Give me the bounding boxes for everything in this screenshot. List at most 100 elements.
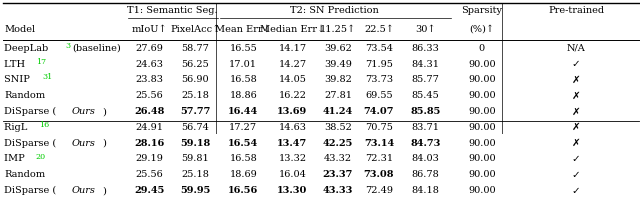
Text: 69.55: 69.55 [365,91,393,100]
Text: Mean Err↓: Mean Err↓ [215,25,271,34]
Text: 17: 17 [36,58,46,66]
Text: 72.49: 72.49 [365,186,393,195]
Text: 90.00: 90.00 [468,123,496,132]
Text: IMP: IMP [4,154,28,164]
Text: 41.24: 41.24 [323,107,353,116]
Text: 17.27: 17.27 [229,123,257,132]
Text: 18.86: 18.86 [229,91,257,100]
Text: 84.18: 84.18 [412,186,440,195]
Text: Ours: Ours [72,139,96,148]
Text: SNIP: SNIP [4,75,33,84]
Text: 56.25: 56.25 [181,60,209,69]
Text: ✗: ✗ [572,107,580,117]
Text: ✗: ✗ [572,138,580,148]
Text: ✗: ✗ [572,91,580,101]
Text: 42.25: 42.25 [323,139,353,148]
Text: Median Err↓: Median Err↓ [260,25,325,34]
Text: 27.81: 27.81 [324,91,352,100]
Text: 73.54: 73.54 [365,44,393,53]
Text: 13.30: 13.30 [277,186,308,195]
Text: 38.52: 38.52 [324,123,352,132]
Text: 25.56: 25.56 [135,170,163,179]
Text: ): ) [102,107,107,116]
Text: 20: 20 [35,153,45,161]
Text: 14.27: 14.27 [278,60,307,69]
Text: 58.77: 58.77 [181,44,209,53]
Text: DiSparse (: DiSparse ( [4,139,57,148]
Text: T2: SN Prediction: T2: SN Prediction [290,6,379,15]
Text: 90.00: 90.00 [468,75,496,84]
Text: 43.33: 43.33 [323,186,353,195]
Text: 86.78: 86.78 [412,170,440,179]
Text: 25.18: 25.18 [181,91,209,100]
Text: 84.03: 84.03 [412,154,440,164]
Text: 39.82: 39.82 [324,75,352,84]
Text: 16.22: 16.22 [278,91,307,100]
Text: Pre-trained: Pre-trained [548,6,604,15]
Text: 85.45: 85.45 [412,91,440,100]
Text: 18.69: 18.69 [229,170,257,179]
Text: Random: Random [4,91,45,100]
Text: 13.47: 13.47 [277,139,308,148]
Text: ✗: ✗ [572,75,580,85]
Text: N/A: N/A [566,44,586,53]
Text: 23.37: 23.37 [323,170,353,179]
Text: DiSparse (: DiSparse ( [4,186,57,195]
Text: 74.07: 74.07 [364,107,394,116]
Text: (%)↑: (%)↑ [469,25,495,34]
Text: 14.05: 14.05 [278,75,307,84]
Text: 23.83: 23.83 [135,75,163,84]
Text: 59.81: 59.81 [181,154,209,164]
Text: 16.55: 16.55 [229,44,257,53]
Text: 90.00: 90.00 [468,186,496,195]
Text: 56.74: 56.74 [181,123,209,132]
Text: 70.75: 70.75 [365,123,393,132]
Text: 14.17: 14.17 [278,44,307,53]
Text: 57.77: 57.77 [180,107,211,116]
Text: 43.32: 43.32 [324,154,352,164]
Text: 13.32: 13.32 [278,154,307,164]
Text: 16.58: 16.58 [229,154,257,164]
Text: 90.00: 90.00 [468,139,496,148]
Text: 83.71: 83.71 [412,123,440,132]
Text: DiSparse (: DiSparse ( [4,107,57,116]
Text: 85.85: 85.85 [410,107,441,116]
Text: 84.73: 84.73 [410,139,441,148]
Text: 24.63: 24.63 [135,60,163,69]
Text: 13.69: 13.69 [277,107,308,116]
Text: 39.49: 39.49 [324,60,352,69]
Text: 86.33: 86.33 [412,44,440,53]
Text: 3: 3 [66,42,71,50]
Text: T1: Semantic Seg.: T1: Semantic Seg. [127,6,218,15]
Text: 29.19: 29.19 [135,154,163,164]
Text: Model: Model [4,25,36,34]
Text: 59.18: 59.18 [180,139,211,148]
Text: Random: Random [4,170,45,179]
Text: 30↑: 30↑ [415,25,436,34]
Text: 90.00: 90.00 [468,91,496,100]
Text: 16.58: 16.58 [229,75,257,84]
Text: 24.91: 24.91 [135,123,163,132]
Text: ): ) [102,186,107,195]
Text: 90.00: 90.00 [468,154,496,164]
Text: 73.14: 73.14 [364,139,394,148]
Text: 29.45: 29.45 [134,186,164,195]
Text: ): ) [102,139,107,148]
Text: 11.25↑: 11.25↑ [320,25,356,34]
Text: 90.00: 90.00 [468,107,496,116]
Text: 26.48: 26.48 [134,107,164,116]
Text: LTH: LTH [4,60,29,69]
Text: ✓: ✓ [572,170,580,180]
Text: Ours: Ours [72,107,96,116]
Text: 0: 0 [479,44,485,53]
Text: ✗: ✗ [572,122,580,132]
Text: 25.18: 25.18 [181,170,209,179]
Text: mIoU↑: mIoU↑ [131,25,167,34]
Text: (baseline): (baseline) [72,44,121,53]
Text: 28.16: 28.16 [134,139,164,148]
Text: 56.90: 56.90 [181,75,209,84]
Text: 16.56: 16.56 [228,186,259,195]
Text: Ours: Ours [72,186,96,195]
Text: 90.00: 90.00 [468,170,496,179]
Text: 16.04: 16.04 [278,170,307,179]
